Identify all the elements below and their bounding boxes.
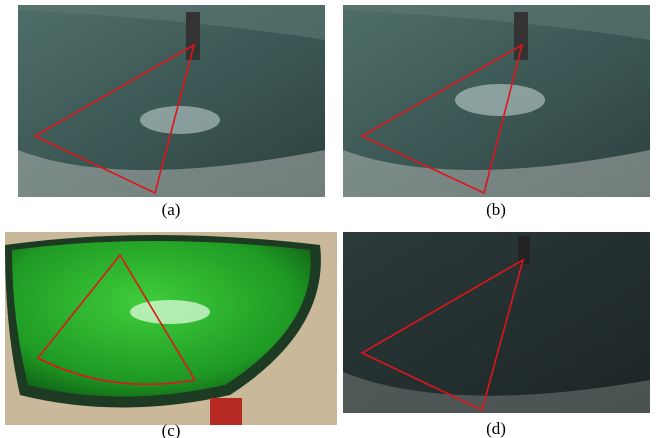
panel-c: (c) — [5, 232, 337, 438]
panel-d: (d) — [343, 232, 650, 438]
glare — [455, 84, 545, 116]
figure: (a) (b) (c) (d) — [0, 0, 658, 438]
caption: (c) — [162, 421, 181, 438]
caption: (d) — [486, 419, 506, 438]
glare — [140, 106, 220, 134]
box — [210, 398, 242, 425]
probe — [514, 12, 528, 60]
panel-b: (b) — [343, 5, 650, 219]
probe — [518, 236, 530, 264]
photo — [343, 232, 650, 413]
page: {"panels": [{"caption": "(a)"}, {"captio… — [0, 0, 658, 438]
glare — [130, 300, 210, 324]
caption: (b) — [486, 200, 506, 219]
panel-a: (a) — [18, 5, 325, 219]
caption: (a) — [162, 200, 181, 219]
probe — [186, 12, 200, 60]
